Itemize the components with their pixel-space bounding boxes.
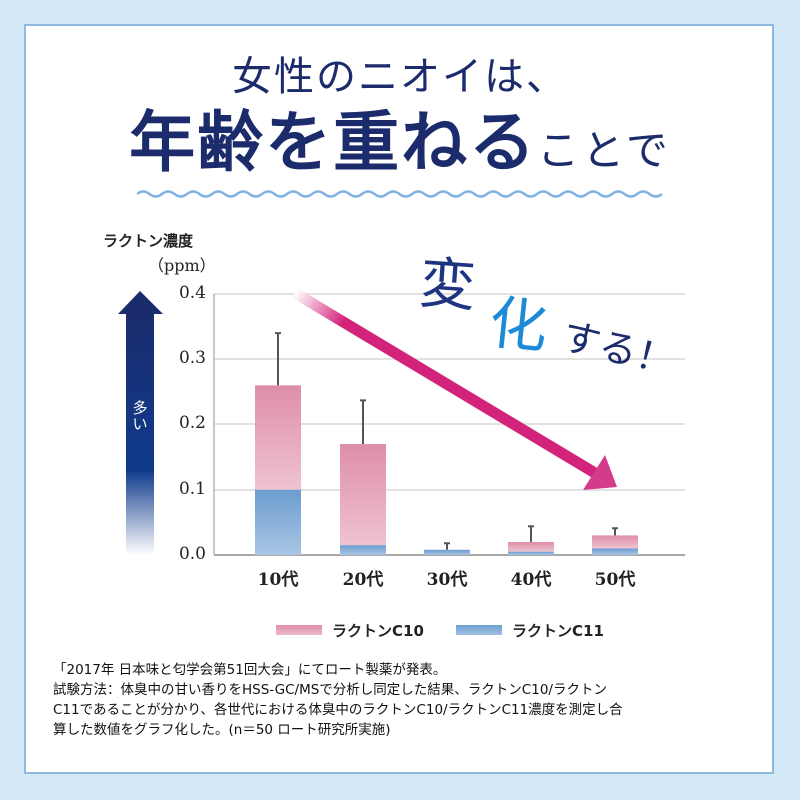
trend-down-arrow-icon xyxy=(292,288,617,490)
x-tick-10s: 10代 xyxy=(257,570,299,590)
legend-c11-label: ラクトンC11 xyxy=(512,621,604,640)
increase-arrow-icon xyxy=(118,291,163,555)
legend-c10-label: ラクトンC10 xyxy=(332,621,424,640)
legend-c11: ラクトンC11 xyxy=(456,620,604,640)
x-tick-50s: 50代 xyxy=(594,570,636,590)
footnote-line2: 試験方法：体臭中の甘い香りをHSS-GC/MSで分析し同定した結果、ラクトンC1… xyxy=(53,682,607,698)
callout-change-1: 変 xyxy=(417,251,478,320)
bar-c11-40代 xyxy=(508,551,554,555)
y-tick-0.0: 0.0 xyxy=(178,544,206,564)
bar-series xyxy=(255,332,638,555)
bar-c10-10代 xyxy=(255,385,301,490)
y-tick-0.1: 0.1 xyxy=(178,479,206,499)
wave-divider xyxy=(137,190,663,198)
headline-tail: ことで xyxy=(537,126,671,175)
footnote: 「2017年 日本味と匂学会第51回大会」にてロート製薬が発表。 試験方法：体臭… xyxy=(53,660,753,740)
y-tick-0.2: 0.2 xyxy=(178,413,206,433)
footnote-line4: 算した数値をグラフ化した。(n＝50 ロート研究所実施) xyxy=(53,722,391,738)
y-axis-unit: （ppm） xyxy=(148,256,216,275)
y-tick-0.3: 0.3 xyxy=(178,348,206,368)
footnote-line3: C11であることが分かり、各世代における体臭中のラクトンC10/ラクトンC11濃… xyxy=(53,702,623,718)
y-tick-0.4: 0.4 xyxy=(178,283,206,303)
footnote-line1: 「2017年 日本味と匂学会第51回大会」にてロート製薬が発表。 xyxy=(53,662,447,678)
y-axis-title: ラクトン濃度 xyxy=(103,232,194,250)
bar-c10-40代 xyxy=(508,541,554,552)
bar-c10-50代 xyxy=(592,535,638,549)
x-tick-30s: 30代 xyxy=(426,570,468,590)
headline-line1: 女性のニオイは、 xyxy=(232,54,568,100)
bar-c11-50代 xyxy=(592,548,638,555)
legend-c11-swatch xyxy=(456,625,502,635)
more-label: 多い xyxy=(132,399,148,433)
bar-c10-20代 xyxy=(340,444,386,546)
headline-emphasis: 年齢を重ねる xyxy=(129,103,538,181)
headline-line2: 年齢を重ねることで xyxy=(0,102,800,200)
bar-c11-10代 xyxy=(255,489,301,555)
callout-change-2: 化 xyxy=(486,288,551,362)
bar-c11-20代 xyxy=(340,545,386,555)
x-tick-20s: 20代 xyxy=(342,570,384,590)
bar-c11-30代 xyxy=(424,549,470,555)
x-tick-40s: 40代 xyxy=(510,570,552,590)
legend-c10-swatch xyxy=(276,625,322,635)
legend-c10: ラクトンC10 xyxy=(276,620,424,640)
